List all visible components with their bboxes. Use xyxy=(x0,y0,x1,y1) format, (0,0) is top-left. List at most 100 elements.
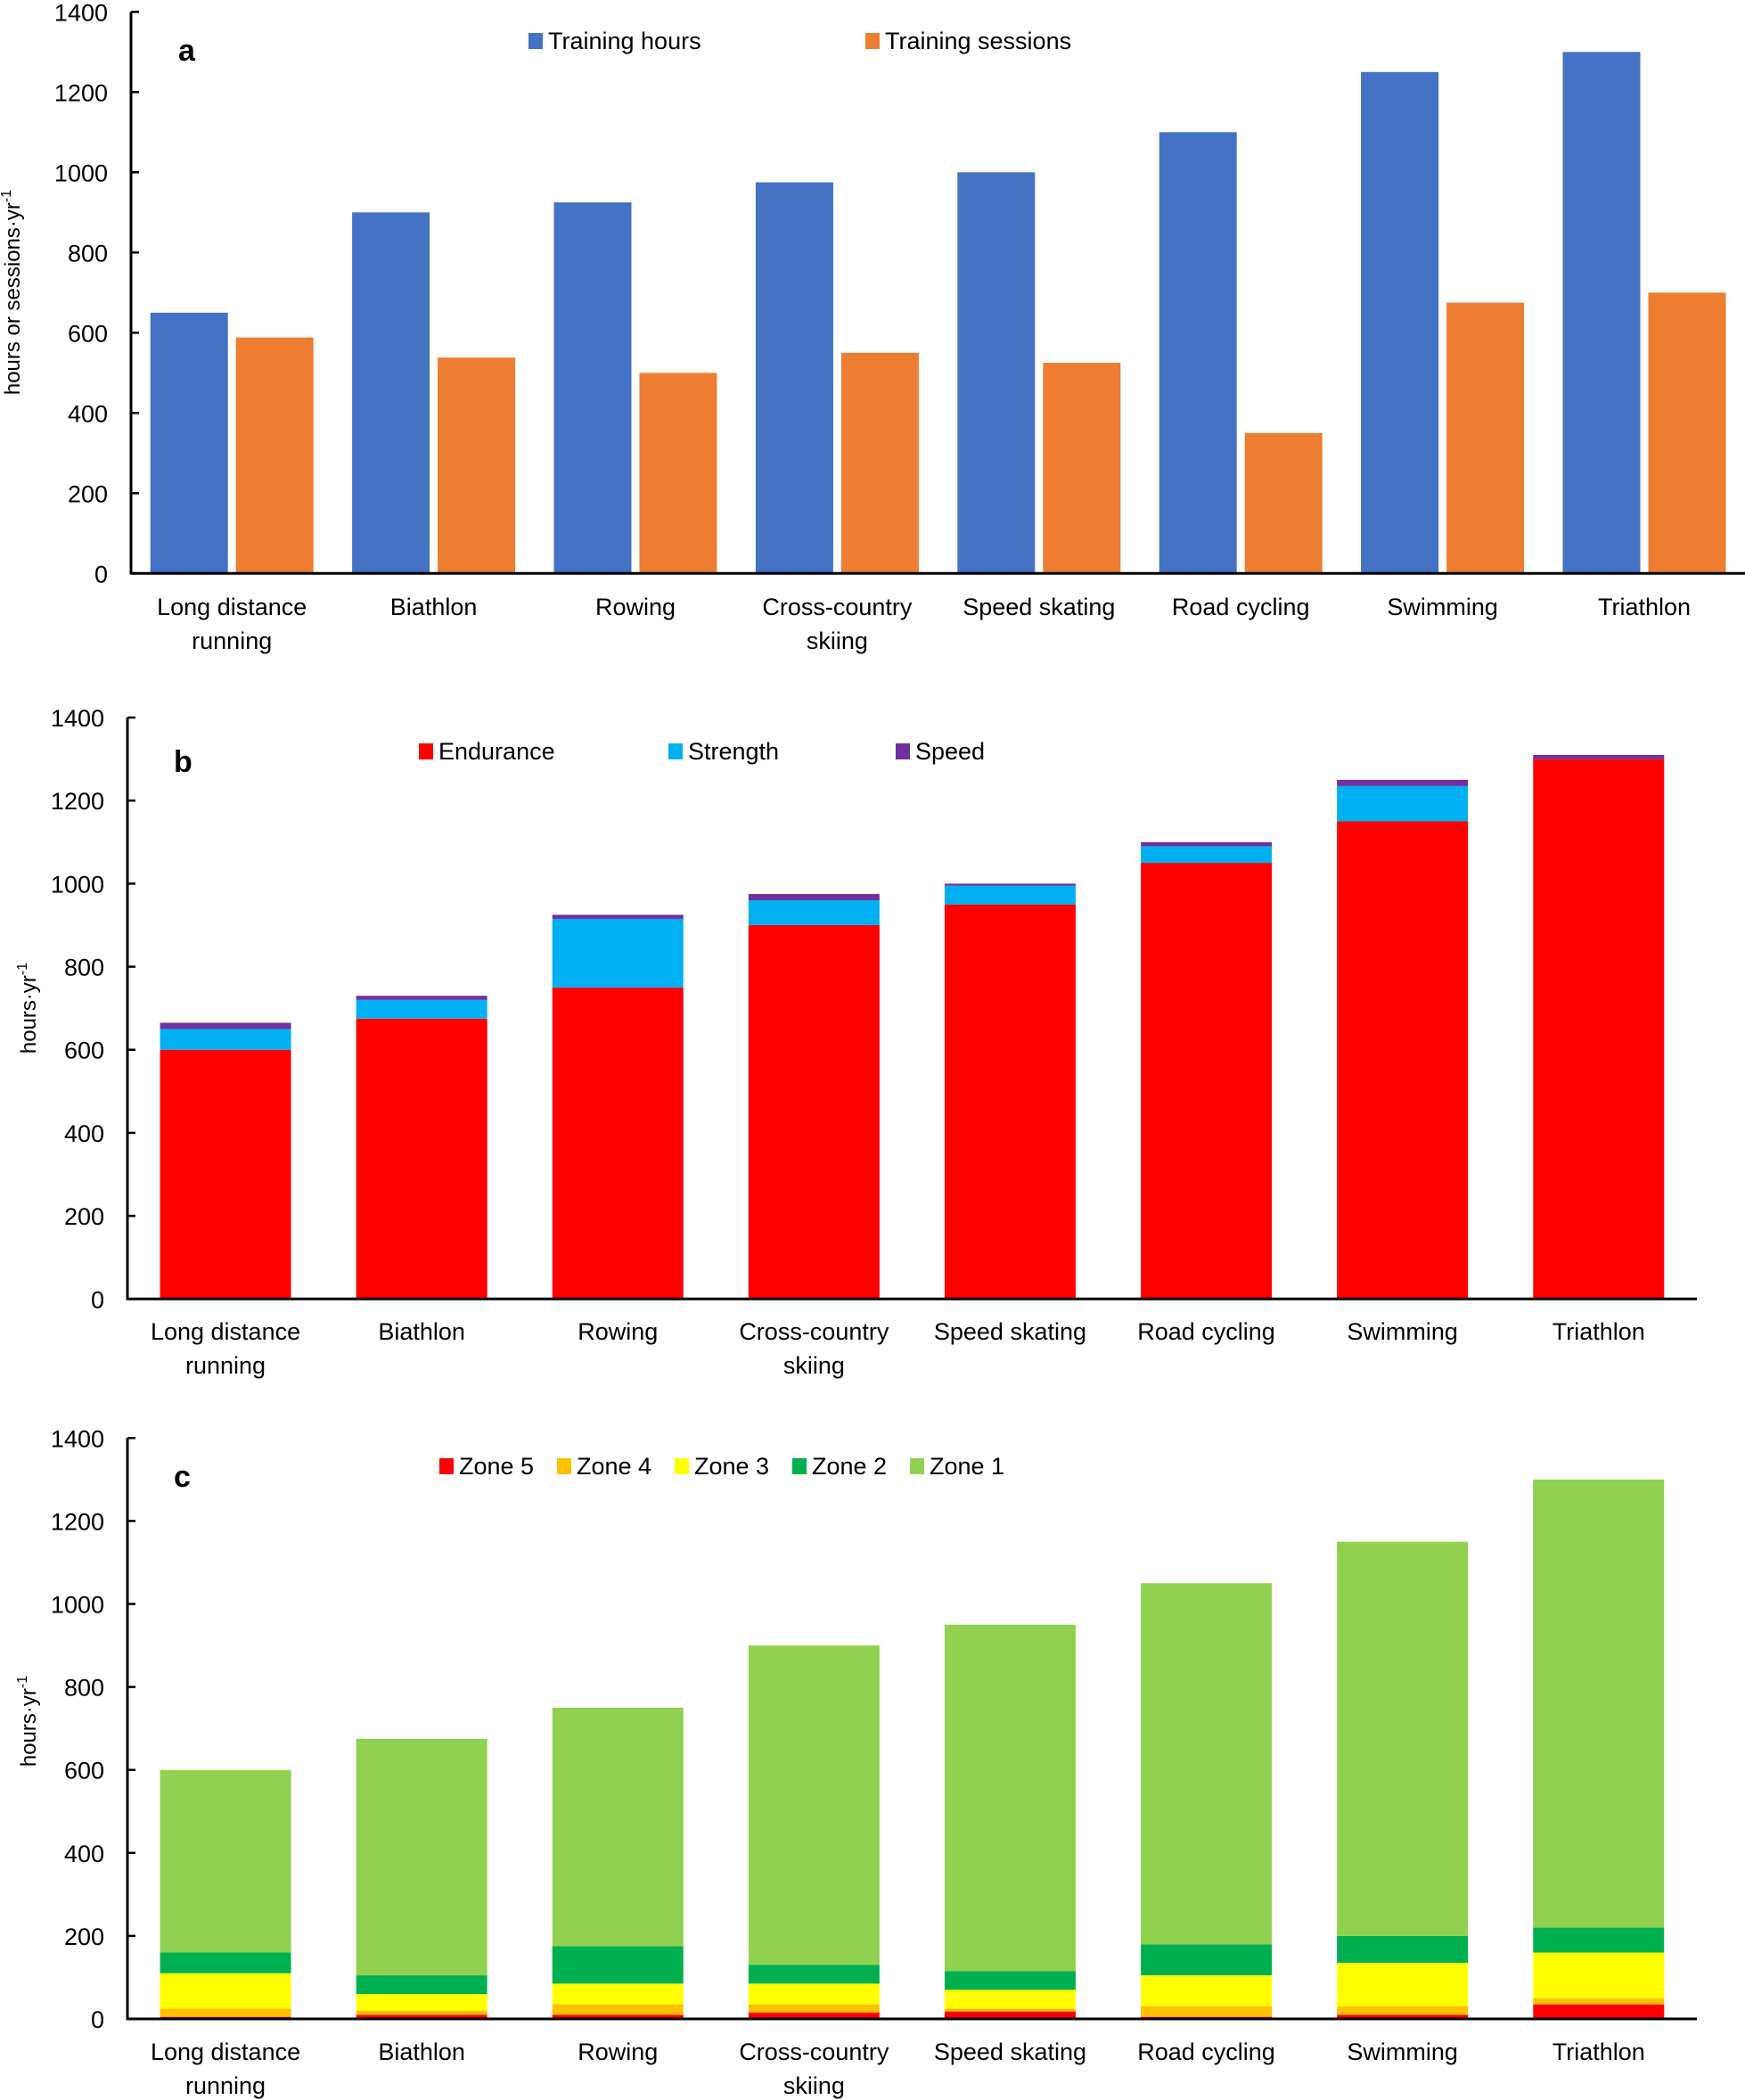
legend-label: Training sessions xyxy=(885,28,1071,54)
bar-segment-zone-1 xyxy=(552,1707,684,1947)
bar-segment-zone-1 xyxy=(1337,1541,1469,1936)
x-tick-label: Long distance xyxy=(157,594,307,620)
bar-segment-strength xyxy=(944,885,1076,905)
y-tick-label: 1400 xyxy=(54,0,108,26)
x-tick-label: Cross-country xyxy=(762,594,913,620)
x-tick-label: Rowing xyxy=(578,2038,658,2065)
bar-training-sessions xyxy=(639,373,717,574)
legend-swatch xyxy=(668,743,683,759)
y-axis-title-text: hours or sessions·yr xyxy=(1,202,25,395)
bar-segment-endurance xyxy=(748,924,880,1300)
bar-segment-zone-2 xyxy=(552,1946,684,1984)
x-tick-label: Road cycling xyxy=(1137,1318,1275,1345)
bar-segment-zone-3 xyxy=(1141,1975,1273,2007)
bar-segment-zone-5 xyxy=(1337,2014,1469,2019)
x-tick-label: Rowing xyxy=(578,1318,658,1345)
bar-segment-zone-4 xyxy=(748,2004,880,2014)
y-tick-label: 1200 xyxy=(51,1508,104,1535)
legend: Training hours Training sessions xyxy=(528,28,1071,54)
y-tick-label: 0 xyxy=(91,1286,104,1313)
bar-training-hours xyxy=(150,312,228,574)
bar-segment-zone-5 xyxy=(1533,2004,1665,2019)
chart-panel-c: Long distance running Biathlon Rowing Cross-… xyxy=(15,1425,1697,2099)
bar-segment-zone-5 xyxy=(356,2014,487,2019)
bar-segment-zone-1 xyxy=(748,1645,880,1965)
legend-swatch xyxy=(557,1458,571,1474)
y-tick-label: 400 xyxy=(68,400,108,427)
legend-label: Strength xyxy=(688,738,779,765)
bar-segment-zone-4 xyxy=(160,2008,291,2017)
x-tick-label: skiing xyxy=(783,1352,845,1379)
panel-letter: b xyxy=(174,745,193,779)
bar-training-sessions xyxy=(1446,302,1525,574)
legend-label: Speed xyxy=(915,738,985,765)
legend-label: Zone 5 xyxy=(459,1453,534,1480)
y-tick-label: 800 xyxy=(68,240,108,267)
x-tick-label: Triathlon xyxy=(1552,2038,1645,2065)
y-tick-label: 600 xyxy=(64,1038,104,1064)
bar-segment-strength xyxy=(748,900,880,925)
x-tick-label: Biathlon xyxy=(378,2038,465,2065)
y-axis-title: hours·yr-1 xyxy=(15,963,41,1054)
bar-segment-speed xyxy=(1141,841,1273,847)
bar-training-sessions xyxy=(235,337,314,574)
y-tick-label: 600 xyxy=(64,1758,104,1784)
x-tick-label: Cross-country xyxy=(739,1318,889,1345)
bar-segment-zone-2 xyxy=(748,1965,880,1984)
x-tick-label: running xyxy=(185,2072,266,2099)
legend: Endurance Strength Speed xyxy=(419,738,985,765)
bar-segment-zone-5 xyxy=(748,2013,880,2019)
bar-training-hours xyxy=(352,212,430,574)
y-tick-label: 1200 xyxy=(54,79,108,106)
bar-segment-endurance xyxy=(1141,863,1273,1300)
bar-segment-zone-1 xyxy=(160,1769,291,1953)
bar-segment-strength xyxy=(160,1029,291,1050)
bar-segment-speed xyxy=(552,915,684,919)
bar-segment-speed xyxy=(1533,754,1665,759)
x-tick-label: Swimming xyxy=(1347,2038,1458,2065)
bar-segment-zone-4 xyxy=(1141,2006,1273,2017)
y-axis-title: hours or sessions·yr-1 xyxy=(0,190,25,395)
x-tick-label: Biathlon xyxy=(378,1318,465,1345)
y-tick-label: 200 xyxy=(64,1203,104,1230)
y-tick-label: 400 xyxy=(64,1120,104,1147)
legend: Zone 5 Zone 4 Zone 3 Zone 2 Zone 1 xyxy=(439,1453,1004,1480)
bar-segment-zone-4 xyxy=(1337,2006,1469,2015)
x-tick-label: Triathlon xyxy=(1552,1318,1645,1345)
bar-segment-strength xyxy=(552,918,684,988)
y-tick-label: 800 xyxy=(64,955,104,981)
x-tick-label: running xyxy=(185,1352,266,1379)
x-tick-label: Cross-country xyxy=(739,2038,889,2065)
x-tick-label: Road cycling xyxy=(1137,2038,1275,2065)
chart-panel-a: Long distance running Biathlon Rowing Cross-… xyxy=(0,0,1745,654)
bar-segment-zone-2 xyxy=(160,1952,291,1973)
legend-label: Zone 3 xyxy=(694,1453,769,1480)
x-tick-label: skiing xyxy=(807,628,868,654)
bar-segment-zone-2 xyxy=(1337,1935,1469,1964)
x-tick-label: Swimming xyxy=(1347,1318,1458,1345)
bar-segment-zone-1 xyxy=(1533,1479,1665,1928)
bar-segment-speed xyxy=(1337,779,1469,786)
bar-segment-zone-3 xyxy=(1533,1952,1665,1998)
bar-segment-zone-3 xyxy=(160,1973,291,2009)
bar-training-hours xyxy=(1562,52,1641,574)
y-tick-label: 400 xyxy=(64,1841,104,1867)
bar-segment-speed xyxy=(160,1022,291,1029)
panel-letter: c xyxy=(174,1460,191,1494)
legend-swatch xyxy=(675,1458,689,1474)
legend-label: Endurance xyxy=(438,738,555,765)
bar-segment-zone-3 xyxy=(944,1989,1076,2009)
bar-segment-endurance xyxy=(552,987,684,1300)
bar-training-sessions xyxy=(1244,432,1323,574)
y-tick-label: 1000 xyxy=(51,1592,104,1619)
y-axis-title: hours·yr-1 xyxy=(15,1676,41,1767)
bar-segment-zone-3 xyxy=(552,1983,684,2005)
y-tick-label: 0 xyxy=(94,561,108,587)
chart-panel-b: Long distance running Biathlon Rowing Cross-… xyxy=(15,705,1697,1379)
legend-swatch xyxy=(865,33,880,49)
bar-segment-zone-1 xyxy=(356,1738,487,1976)
x-tick-label: Biathlon xyxy=(390,594,478,620)
legend-label: Zone 1 xyxy=(930,1453,1004,1480)
legend-swatch xyxy=(528,33,543,49)
y-tick-label: 200 xyxy=(64,1924,104,1950)
